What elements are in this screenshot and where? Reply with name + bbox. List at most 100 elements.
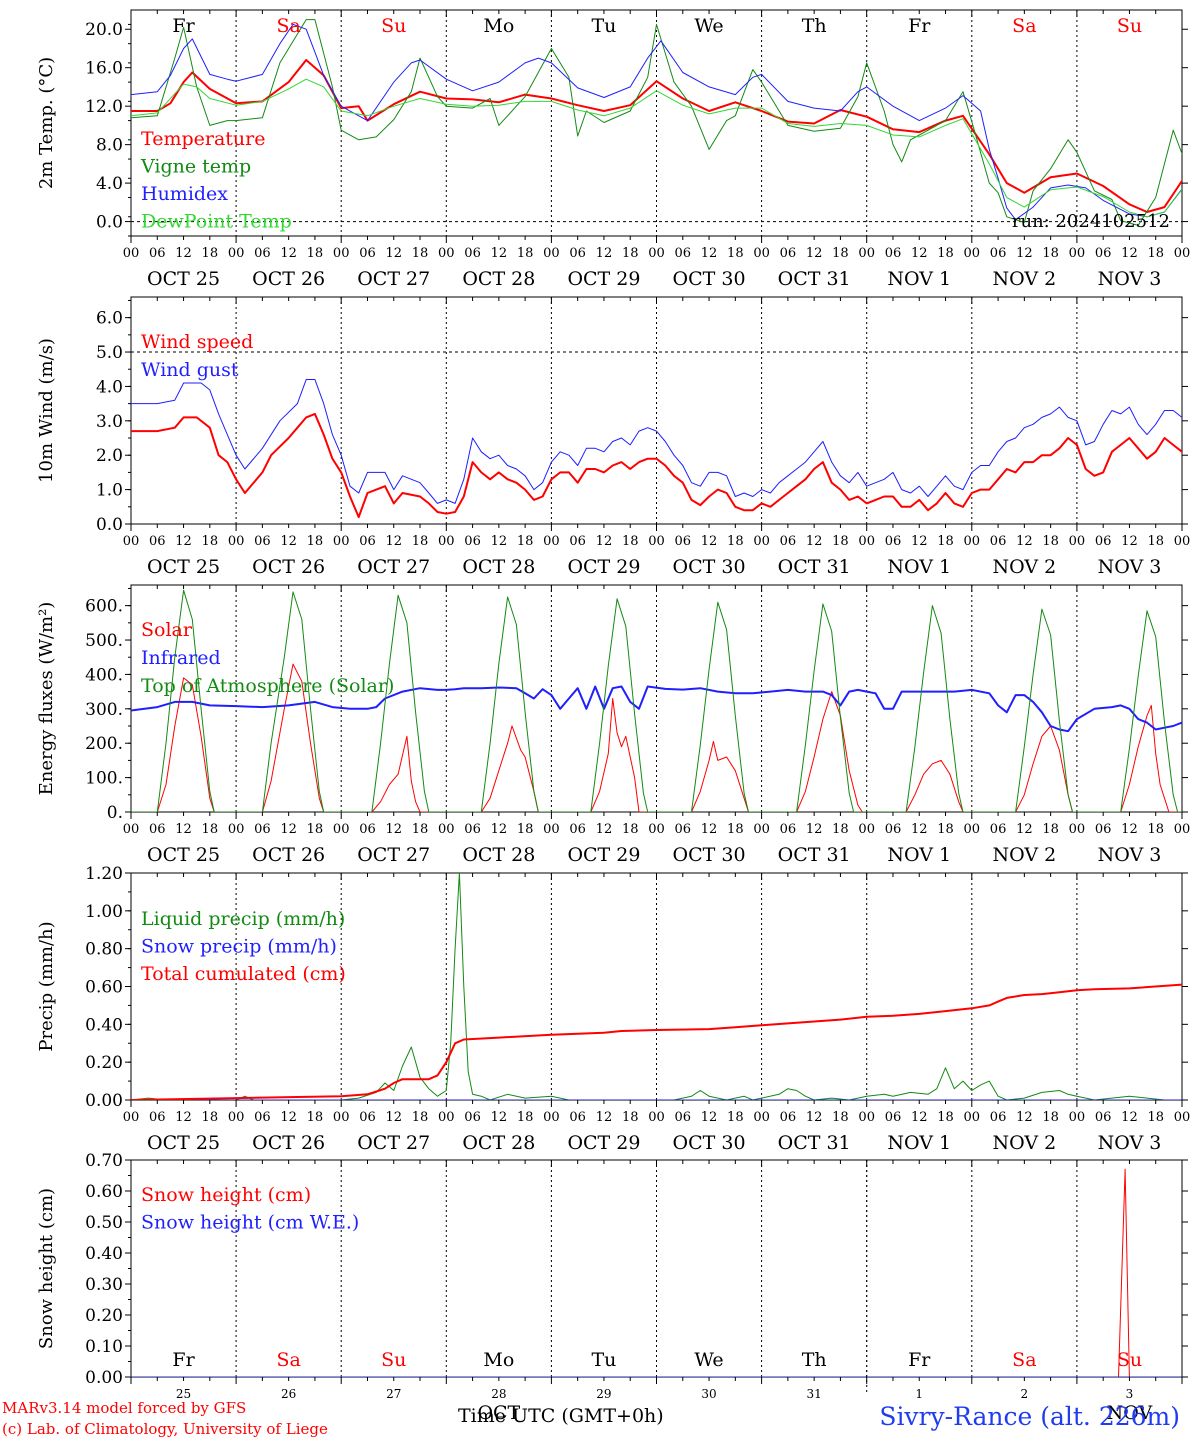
series-group — [131, 1168, 1182, 1377]
x-date-label: OCT 27 — [357, 556, 430, 578]
x-hour-label: 06 — [990, 1110, 1007, 1125]
x-date-label: NOV 2 — [992, 556, 1056, 578]
x-hour-label: 18 — [307, 822, 324, 837]
legend-entry: Wind gust — [141, 359, 239, 381]
day-number-label: 29 — [596, 1387, 611, 1401]
x-date-label: OCT 28 — [462, 268, 535, 290]
y-tick-label: 0.20 — [85, 1306, 123, 1326]
x-hour-label: 12 — [701, 1110, 718, 1125]
day-number-label: 1 — [915, 1387, 923, 1401]
x-hour-label: 18 — [517, 534, 534, 549]
weekday-label: Su — [381, 1349, 406, 1371]
x-hour-label: 06 — [1095, 534, 1112, 549]
x-hour-label: 00 — [333, 534, 350, 549]
x-hour-label: 00 — [543, 822, 560, 837]
x-hour-label: 06 — [569, 246, 586, 261]
y-tick-label: 0.80 — [85, 940, 123, 960]
x-hour-label: 12 — [701, 534, 718, 549]
x-hour-label: 00 — [1174, 1110, 1191, 1125]
series-line — [131, 663, 1182, 812]
x-hour-label: 06 — [359, 822, 376, 837]
day-number-label: 27 — [386, 1387, 401, 1401]
legend-entry: Temperature — [141, 128, 265, 150]
x-hour-label: 18 — [937, 822, 954, 837]
x-date-label: OCT 28 — [462, 1132, 535, 1154]
x-hour-label: 06 — [780, 246, 797, 261]
series-line — [131, 589, 1182, 812]
x-hour-label: 00 — [1069, 246, 1086, 261]
x-hour-label: 06 — [359, 1110, 376, 1125]
series-line — [131, 873, 1182, 1100]
x-hour-label: 12 — [385, 534, 402, 549]
x-hour-label: 00 — [333, 246, 350, 261]
x-hour-label: 06 — [780, 822, 797, 837]
x-hour-label: 12 — [175, 246, 192, 261]
y-tick-label: 4.0 — [96, 377, 123, 397]
x-hour-label: 12 — [596, 246, 613, 261]
x-hour-label: 12 — [280, 534, 297, 549]
station-name: Sivry-Rance (alt. 226m) — [879, 1402, 1180, 1431]
y-tick-label: 2.0 — [96, 446, 123, 466]
x-hour-label: 18 — [832, 246, 849, 261]
x-hour-label: 12 — [911, 822, 928, 837]
x-hour-label: 00 — [964, 822, 981, 837]
x-hour-label: 06 — [569, 534, 586, 549]
x-hour-label: 18 — [412, 534, 429, 549]
x-hour-label: 12 — [1016, 822, 1033, 837]
x-hour-label: 00 — [858, 1110, 875, 1125]
x-hour-label: 12 — [806, 1110, 823, 1125]
weekday-label: Sa — [1012, 1349, 1036, 1371]
x-hour-label: 18 — [727, 246, 744, 261]
month-label: OCT — [477, 1402, 520, 1424]
x-hour-label: 12 — [491, 822, 508, 837]
x-date-label: NOV 1 — [887, 844, 951, 866]
series-line — [131, 379, 1182, 504]
legend-entry: Top of Atmosphere (Solar) — [141, 675, 394, 697]
x-hour-label: 12 — [1121, 534, 1138, 549]
x-date-label: NOV 3 — [1098, 1132, 1162, 1154]
panel-snow: 0.00 0.10 0.20 0.30 0.40 0.50 0.60 0.70 Snow hei… — [36, 1151, 1188, 1424]
x-hour-label: 00 — [228, 246, 245, 261]
x-hour-label: 12 — [911, 246, 928, 261]
x-hour-label: 00 — [753, 822, 770, 837]
x-hour-label: 00 — [1069, 534, 1086, 549]
series-line — [131, 1168, 1182, 1377]
x-hour-label: 12 — [911, 1110, 928, 1125]
day-number-label: 3 — [1126, 1387, 1134, 1401]
weekday-label: Sa — [276, 15, 300, 37]
x-hour-label: 06 — [464, 246, 481, 261]
x-hour-label: 00 — [858, 246, 875, 261]
x-hour-label: 18 — [307, 246, 324, 261]
x-date-label: OCT 27 — [357, 268, 430, 290]
x-hour-label: 18 — [412, 822, 429, 837]
x-date-label: OCT 29 — [567, 556, 640, 578]
x-hour-label: 00 — [648, 246, 665, 261]
legend-entry: Total cumulated (cm) — [141, 963, 346, 985]
x-date-label: OCT 30 — [673, 268, 746, 290]
x-hour-label: 12 — [280, 822, 297, 837]
x-hour-label: 18 — [937, 1110, 954, 1125]
x-hour-label: 12 — [596, 822, 613, 837]
x-hour-label: 00 — [333, 1110, 350, 1125]
day-number-label: 25 — [176, 1387, 191, 1401]
x-hour-label: 00 — [228, 822, 245, 837]
panel-precip: 0.00 0.20 0.40 0.60 0.80 1.00 1.20 Precip (mm/h… — [36, 864, 1190, 1154]
x-hour-label: 18 — [832, 534, 849, 549]
x-hour-label: 06 — [1095, 822, 1112, 837]
x-hour-label: 06 — [569, 1110, 586, 1125]
y-tick-label: 0.40 — [85, 1015, 123, 1035]
x-hour-label: 00 — [228, 1110, 245, 1125]
y-tick-label: 0.00 — [85, 1091, 123, 1111]
x-hour-label: 18 — [1042, 822, 1059, 837]
x-hour-label: 12 — [701, 246, 718, 261]
y-tick-label: 16.0 — [85, 59, 123, 79]
x-hour-label: 18 — [1147, 822, 1164, 837]
x-hour-label: 12 — [1121, 1110, 1138, 1125]
plot-frame — [130, 584, 1183, 813]
weekday-label: Th — [802, 15, 827, 37]
y-axis-title: Snow height (cm) — [36, 1188, 57, 1349]
y-axis-title: 2m Temp. (°C) — [36, 57, 57, 189]
x-hour-label: 12 — [911, 534, 928, 549]
panel-energy: 0. 100. 200. 300. 400. 500. 600. Energy fluxes … — [36, 584, 1190, 866]
panel-wind: 0.0 1.0 2.0 3.0 4.0 5.0 6.0 10m Wind (m/s) 00 06 1… — [36, 296, 1190, 578]
